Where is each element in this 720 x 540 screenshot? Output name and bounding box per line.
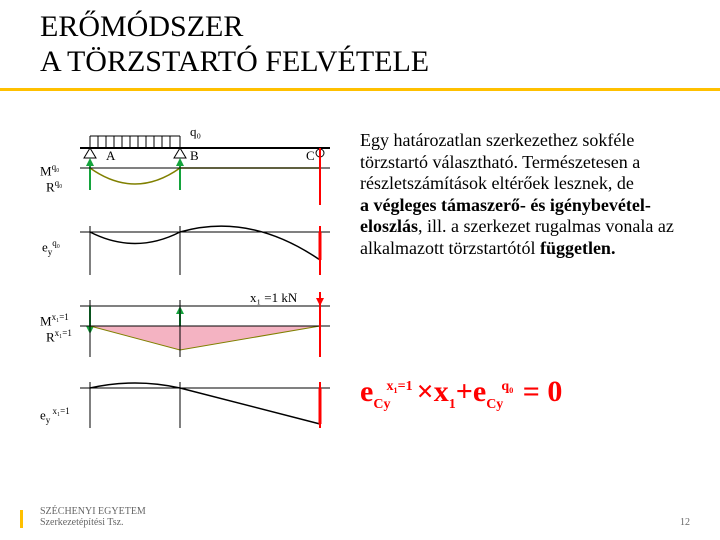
diagram-Mq0: q₀ A B C Mq₀ Rq₀ bbox=[40, 130, 350, 208]
diagrams-column: q₀ A B C Mq₀ Rq₀ eyq₀ bbox=[40, 130, 350, 446]
label-C: C bbox=[306, 148, 315, 164]
label-B: B bbox=[190, 148, 199, 164]
eq-plus: + bbox=[456, 375, 473, 408]
label-Mq0: Mq₀ bbox=[40, 162, 59, 179]
accent-bar-top bbox=[0, 88, 720, 91]
label-Mx1: Mx₁=1 bbox=[40, 312, 69, 329]
diagram-eyx1-svg bbox=[40, 376, 340, 434]
label-Rx1: Rx₁=1 bbox=[46, 328, 72, 345]
footer-l2: Szerkezetépítési Tsz. bbox=[40, 517, 146, 528]
diagram-eyx1: ey x₁=1 bbox=[40, 376, 350, 434]
body-text: Egy határozatlan szerkezethez sokféle tö… bbox=[360, 130, 700, 260]
para2-end: független. bbox=[540, 238, 616, 258]
label-x1kn: x₁ =1 kN bbox=[250, 290, 297, 306]
footer-l1: SZÉCHENYI EGYETEM bbox=[40, 506, 146, 517]
page-number: 12 bbox=[680, 517, 690, 528]
eq-cy1: Cy bbox=[373, 397, 390, 412]
label-Rq0: Rq₀ bbox=[46, 178, 62, 195]
eq-sub1: 1 bbox=[449, 397, 456, 412]
eq-equals: = 0 bbox=[515, 375, 562, 408]
eq-sup2: q₀ bbox=[501, 379, 513, 394]
label-q0: q₀ bbox=[190, 124, 201, 140]
label-A: A bbox=[106, 148, 115, 164]
slide-title: ERŐMÓDSZER A TÖRZSTARTÓ FELVÉTELE bbox=[40, 10, 429, 79]
diagram-eyq0-svg bbox=[40, 220, 340, 280]
diagram-eyq0: eyq₀ bbox=[40, 220, 350, 280]
compatibility-equation: eCyx₁=1×x1+eCyq₀ = 0 bbox=[360, 375, 562, 413]
title-line1: ERŐMÓDSZER bbox=[40, 10, 429, 45]
eq-cy2: Cy bbox=[486, 397, 503, 412]
footer-left: SZÉCHENYI EGYETEM Szerkezetépítési Tsz. bbox=[40, 506, 146, 528]
para1: Egy határozatlan szerkezethez sokféle tö… bbox=[360, 130, 640, 193]
diagram-Mq0-svg bbox=[40, 130, 340, 208]
eq-sup1: x₁=1 bbox=[386, 379, 412, 394]
label-eyq0: eyq₀ bbox=[42, 238, 60, 257]
accent-bar-leftv bbox=[20, 510, 23, 528]
label-eyx1: ey x₁=1 bbox=[40, 406, 70, 425]
eq-e2: e bbox=[473, 375, 486, 408]
eq-times: × bbox=[417, 375, 434, 408]
eq-x: x bbox=[434, 375, 449, 408]
title-line2: A TÖRZSTARTÓ FELVÉTELE bbox=[40, 45, 429, 80]
eq-e1: e bbox=[360, 375, 373, 408]
diagram-Mx1: Mx₁=1 Rx₁=1 x₁ =1 kN bbox=[40, 292, 350, 364]
